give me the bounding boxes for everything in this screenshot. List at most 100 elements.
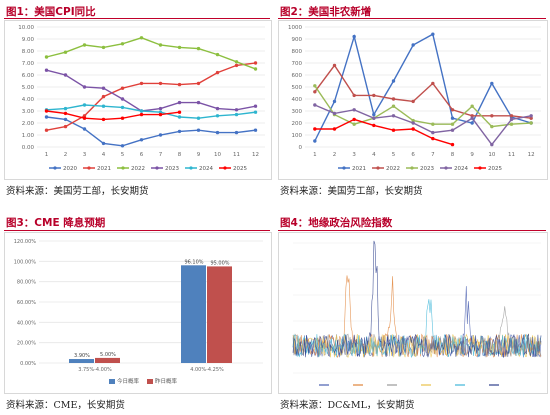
data-point [139,81,144,86]
data-point [101,86,106,90]
series-line-2023 [314,85,532,128]
x-tick-label: 2 [64,152,68,158]
chart4-title-rule [278,230,546,231]
data-point [372,93,376,98]
data-point [82,127,87,131]
y-tick-label: 900 [292,37,303,43]
series-line-2025 [46,110,180,121]
y-tick-label: 80.00% [17,280,36,286]
legend-label: 2023 [420,166,434,172]
data-point [120,144,125,148]
data-point [63,106,68,111]
y-tick-label: 20.00% [17,341,36,347]
bar-data-label: 5.00% [100,352,116,358]
bar-昨日概率 [207,266,232,363]
data-point [411,99,415,104]
data-point [234,60,239,64]
legend-marker [189,166,193,170]
data-point [332,111,337,116]
legend-marker [121,166,125,170]
data-point [63,124,68,129]
x-tick-label: 4 [102,152,106,158]
legend-swatch-昨日概率 [147,379,153,384]
data-point [101,104,106,108]
data-point [44,128,49,132]
x-tick-label: 3 [352,152,356,158]
y-tick-label: 1000 [288,25,302,31]
series-line-2025 [314,118,453,146]
data-point [120,86,125,90]
data-point [63,73,68,77]
legend-label: 2021 [352,166,366,172]
legend-swatch-今日概率 [109,379,115,384]
x-tick-label: 10 [488,152,495,158]
data-point [177,45,182,50]
data-point [63,111,68,116]
data-point [215,52,220,57]
data-point [450,122,455,126]
data-point [470,104,474,108]
chart1-source: 资料来源：美国劳工部，长安期货 [6,186,149,197]
data-point [177,100,182,105]
legend-label: 2021 [97,166,111,172]
series-line-2024 [46,104,256,119]
series-line-2022 [46,37,256,70]
y-tick-label: 4.00 [22,97,35,103]
data-point [82,116,87,120]
y-tick-label: 0.00% [20,361,36,367]
data-point [139,112,144,117]
x-tick-label: 4.00%-4.25% [190,367,224,373]
y-tick-label: 100 [292,133,303,139]
y-tick-label: 2.00 [22,121,35,127]
data-point [450,128,455,132]
data-point [158,106,163,111]
y-tick-label: 7.00 [22,61,35,67]
data-point [139,138,144,142]
chart3-source: 资料来源：CME，长安期货 [6,400,125,411]
data-point [490,81,494,86]
chart1-svg: 0.00 1.00 2.00 3.00 4.00 5.00 6.00 7.00 8.00 9.00… [18,25,265,172]
data-point [529,121,533,125]
data-point [177,110,182,114]
data-point [215,106,220,111]
legend-marker [87,166,91,170]
data-point [332,99,337,104]
data-point [450,108,455,112]
legend-label: 昨日概率 [155,377,178,385]
data-point [82,103,87,107]
y-tick-label: 9.00 [22,37,35,43]
y-tick-label: 40.00% [17,320,36,326]
data-point [313,103,317,107]
data-point [196,128,201,132]
x-tick-label: 8 [451,152,455,158]
y-tick-label: 200 [292,121,303,127]
data-point [253,67,258,71]
series-line-2024 [314,104,532,146]
data-point [44,68,49,72]
data-point [352,108,356,112]
data-point [120,42,125,46]
chart4-source: 资料来源：DC&ML，长安期货 [280,400,415,411]
data-point [352,93,356,98]
x-tick-label: 1 [313,152,317,158]
data-point [490,124,494,129]
data-point [431,122,435,126]
data-point [215,114,220,118]
series-line-2021 [314,33,532,142]
x-tick-label: 12 [528,152,535,158]
data-point [313,84,317,88]
data-point [431,130,435,135]
series-line-2022 [314,64,532,119]
x-tick-label: 1 [45,152,49,158]
data-point [177,115,182,119]
data-point [44,109,49,113]
data-point [139,36,144,40]
x-tick-label: 2 [333,152,337,158]
y-tick-label: 0 [299,145,303,151]
y-tick-label: 300 [292,109,303,115]
chart2-title: 图2：美国非农新增 [280,6,372,18]
data-point [431,81,435,86]
y-tick-label: 400 [292,97,303,103]
x-tick-label: 12 [252,152,259,158]
data-point [372,123,376,128]
